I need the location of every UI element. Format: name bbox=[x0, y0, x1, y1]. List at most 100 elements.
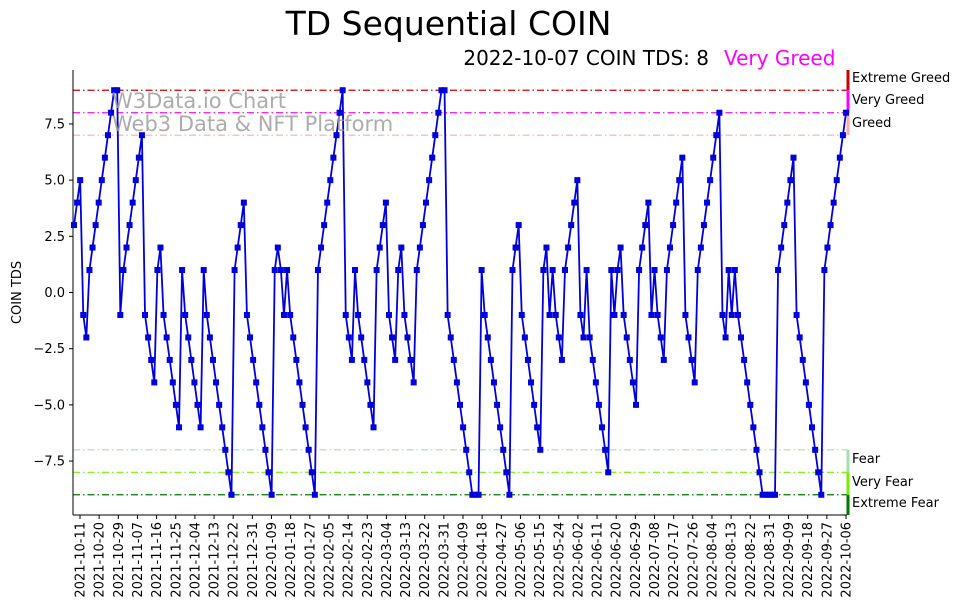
data-point bbox=[80, 311, 87, 318]
zone-label-fear: Fear bbox=[852, 452, 881, 467]
x-tick-label: 2022-03-13 bbox=[399, 522, 414, 598]
x-tick-label: 2022-06-20 bbox=[610, 522, 625, 598]
data-point bbox=[126, 222, 133, 229]
data-point bbox=[802, 379, 809, 386]
data-point bbox=[710, 154, 717, 161]
data-point bbox=[216, 401, 223, 408]
data-point bbox=[95, 199, 102, 206]
data-point bbox=[651, 267, 658, 274]
data-point bbox=[157, 244, 164, 251]
data-point bbox=[602, 446, 609, 453]
data-point bbox=[169, 379, 176, 386]
x-tick-label: 2022-04-18 bbox=[476, 522, 491, 598]
data-point bbox=[543, 244, 550, 251]
data-point bbox=[413, 267, 420, 274]
data-point bbox=[756, 469, 763, 476]
data-point bbox=[478, 267, 485, 274]
x-tick-label: 2022-05-15 bbox=[533, 522, 548, 598]
data-point bbox=[583, 267, 590, 274]
data-point bbox=[185, 334, 192, 341]
data-point bbox=[191, 379, 198, 386]
data-point bbox=[83, 334, 90, 341]
data-point bbox=[827, 222, 834, 229]
x-tick-label: 2022-05-06 bbox=[514, 522, 529, 598]
data-point bbox=[670, 222, 677, 229]
data-point bbox=[642, 222, 649, 229]
data-point bbox=[781, 222, 788, 229]
data-point bbox=[148, 356, 155, 363]
data-point bbox=[694, 267, 701, 274]
data-point bbox=[160, 311, 167, 318]
data-point bbox=[790, 154, 797, 161]
data-point bbox=[426, 177, 433, 184]
data-point bbox=[540, 267, 547, 274]
data-point bbox=[475, 491, 482, 498]
data-point bbox=[673, 199, 680, 206]
data-point bbox=[611, 311, 618, 318]
data-point bbox=[438, 87, 445, 94]
data-point bbox=[333, 132, 340, 139]
data-point bbox=[595, 401, 602, 408]
data-point bbox=[271, 267, 278, 274]
data-point bbox=[240, 199, 247, 206]
data-point bbox=[395, 267, 402, 274]
data-point bbox=[759, 491, 766, 498]
data-point bbox=[293, 356, 300, 363]
data-point bbox=[135, 154, 142, 161]
data-point bbox=[206, 334, 213, 341]
x-tick-label: 2022-02-23 bbox=[361, 522, 376, 598]
data-point bbox=[494, 401, 501, 408]
data-point bbox=[197, 424, 204, 431]
data-point bbox=[277, 267, 284, 274]
data-point bbox=[713, 132, 720, 139]
data-point bbox=[484, 334, 491, 341]
data-point bbox=[768, 491, 775, 498]
x-tick-label: 2021-11-07 bbox=[131, 522, 146, 598]
data-point bbox=[336, 109, 343, 116]
x-tick-label: 2022-07-17 bbox=[667, 522, 682, 598]
data-point bbox=[77, 177, 84, 184]
x-tick-label: 2022-09-27 bbox=[820, 522, 835, 598]
data-point bbox=[457, 401, 463, 408]
data-point bbox=[697, 244, 704, 251]
data-point bbox=[704, 199, 711, 206]
data-point bbox=[561, 267, 568, 274]
data-point bbox=[469, 491, 476, 498]
data-point bbox=[250, 356, 257, 363]
data-point bbox=[132, 177, 139, 184]
data-point bbox=[361, 356, 368, 363]
status-label: Very Greed bbox=[724, 46, 836, 70]
x-tick-label: 2022-04-09 bbox=[457, 522, 472, 598]
data-point bbox=[138, 132, 145, 139]
y-tick-label: 5.0 bbox=[44, 174, 65, 189]
data-point bbox=[472, 491, 479, 498]
data-point bbox=[775, 267, 782, 274]
data-point bbox=[568, 222, 575, 229]
data-point bbox=[719, 311, 726, 318]
y-tick-label: 7.5 bbox=[44, 117, 65, 132]
x-tick-label: 2021-11-25 bbox=[169, 522, 184, 598]
data-point bbox=[200, 267, 207, 274]
data-point bbox=[274, 244, 281, 251]
data-point bbox=[549, 267, 556, 274]
data-point bbox=[450, 356, 457, 363]
data-point bbox=[821, 267, 828, 274]
x-tick-label: 2021-10-29 bbox=[112, 522, 127, 598]
data-point bbox=[373, 267, 380, 274]
data-point bbox=[707, 177, 714, 184]
data-point bbox=[685, 334, 692, 341]
data-point bbox=[423, 199, 430, 206]
data-point bbox=[466, 469, 473, 476]
data-point bbox=[203, 311, 210, 318]
data-point bbox=[639, 244, 646, 251]
data-point bbox=[142, 311, 149, 318]
data-point bbox=[463, 446, 470, 453]
data-point bbox=[574, 177, 581, 184]
data-point bbox=[175, 424, 182, 431]
x-tick-label: 2022-02-14 bbox=[342, 522, 357, 598]
data-point bbox=[716, 109, 723, 116]
data-point bbox=[555, 334, 562, 341]
data-point bbox=[367, 401, 374, 408]
data-point bbox=[111, 87, 118, 94]
x-tick-label: 2022-01-18 bbox=[284, 522, 299, 598]
